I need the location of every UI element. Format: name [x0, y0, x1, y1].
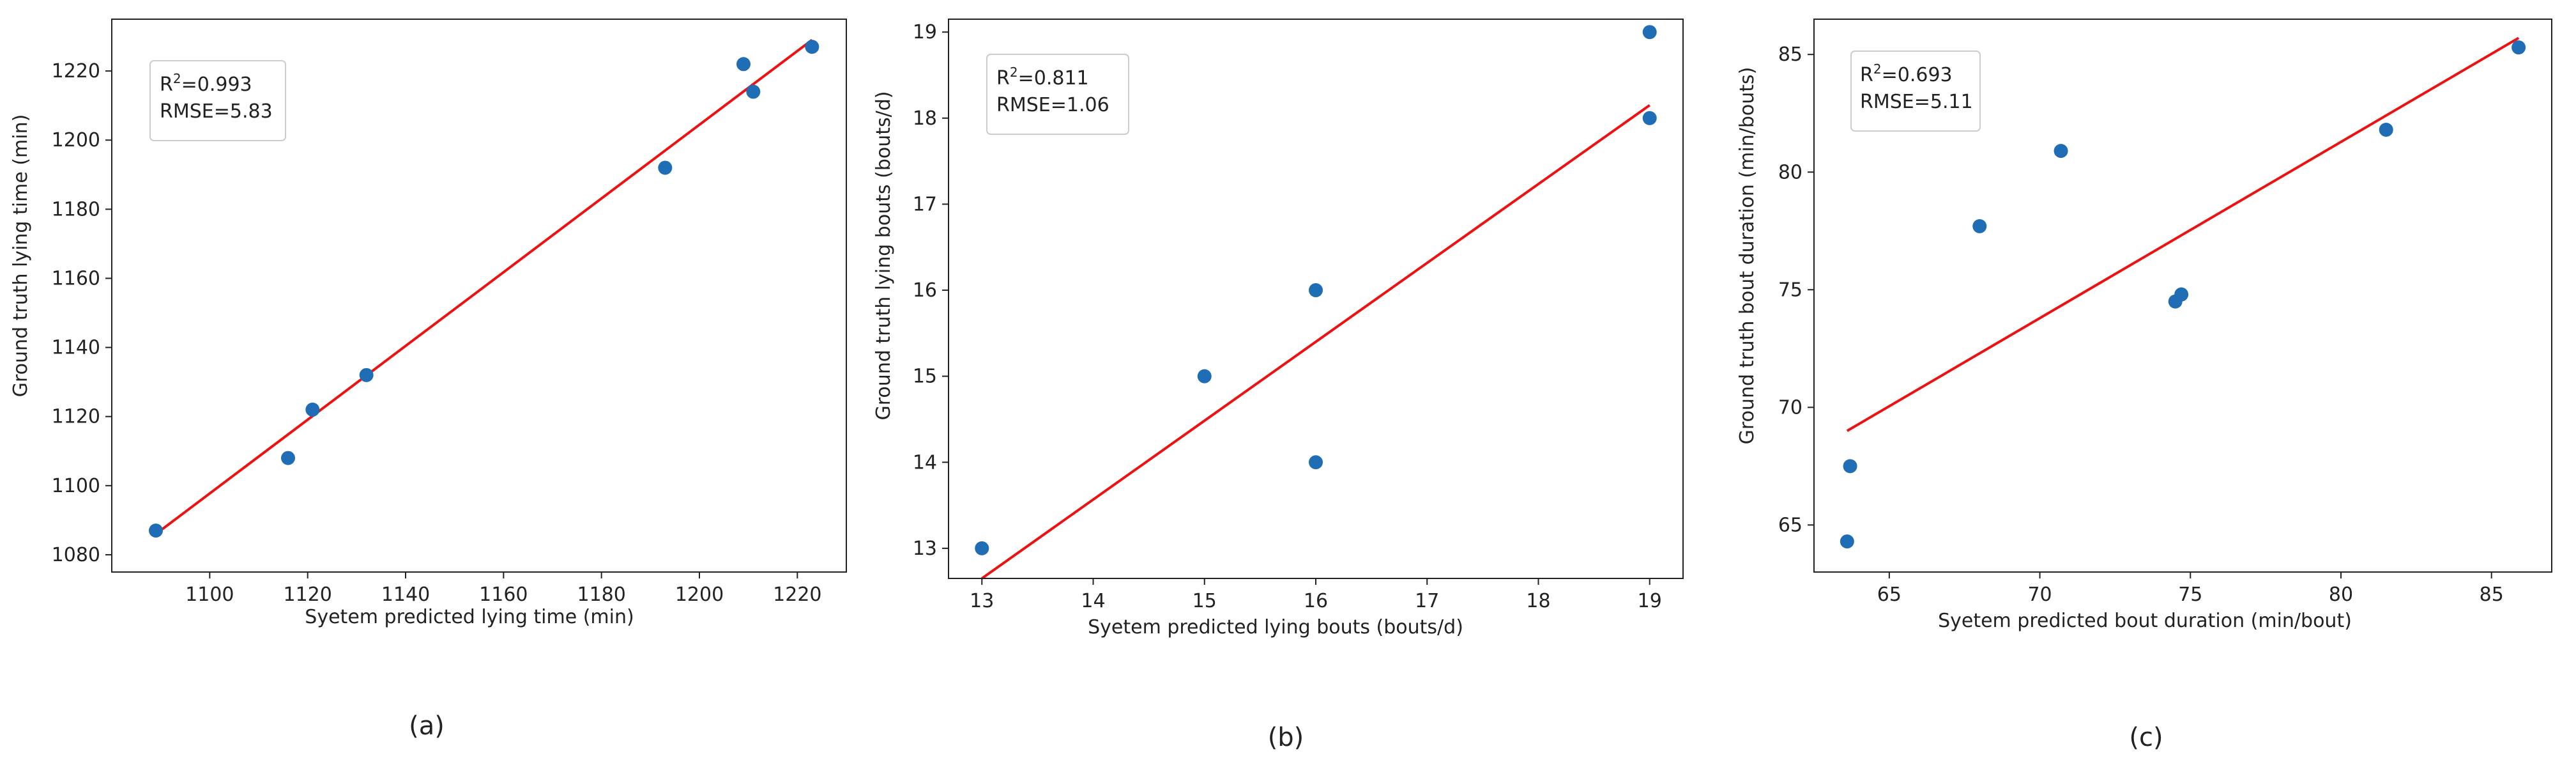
legend-frame [1850, 50, 1981, 132]
data-point [1840, 534, 1854, 549]
x-tick-label: 16 [1304, 590, 1328, 612]
y-tick-label: 85 [1778, 43, 1802, 66]
x-tick-label: 14 [1081, 590, 1105, 612]
y-tick-label: 1080 [52, 544, 100, 566]
y-tick-label: 1120 [52, 406, 100, 428]
plot-frame [948, 19, 1684, 579]
x-tick-label: 65 [1877, 584, 1902, 606]
fit-line [155, 38, 813, 536]
y-tick-label: 17 [913, 193, 937, 215]
chart-panel-b: Ground truth lying bouts (bouts/d) Syete… [873, 19, 1684, 752]
y-tick-label: 15 [913, 366, 937, 388]
data-point [805, 40, 819, 54]
data-point [2174, 287, 2189, 302]
y-tick-label: 14 [913, 451, 937, 474]
y-tick-label: 1200 [52, 129, 100, 151]
x-tick-label: 70 [2027, 584, 2052, 606]
plot-frame [1813, 19, 2552, 573]
fit-line [1846, 36, 2520, 432]
x-tick-label: 75 [2178, 584, 2202, 606]
chart-panel-c: Ground truth bout duration (min/bouts) S… [1736, 19, 2552, 752]
y-tick-label: 70 [1778, 396, 1802, 419]
data-point [1972, 219, 1987, 233]
y-tick-label: 75 [1778, 279, 1802, 301]
x-axis-label: Syetem predicted bout duration (min/bout… [1938, 610, 2352, 632]
y-tick-label: 1140 [52, 337, 100, 359]
x-tick-label: 85 [2480, 584, 2504, 606]
y-tick-label: 1220 [52, 60, 100, 82]
x-tick-label: 1220 [773, 584, 821, 606]
y-tick-label: 1160 [52, 267, 100, 290]
y-tick-label: 13 [913, 538, 937, 560]
rmse-annotation: RMSE=5.83 [160, 100, 273, 123]
x-tick-label: 13 [970, 590, 994, 612]
r2-annotation: R2=0.811 [996, 65, 1089, 89]
r2-annotation: R2=0.693 [1860, 61, 1953, 86]
legend-box: R2=0.693 RMSE=5.11 [1850, 50, 1981, 132]
legend-frame [986, 54, 1129, 135]
y-tick-label: 18 [913, 107, 937, 130]
y-axis-label: Ground truth lying bouts (bouts/d) [873, 91, 895, 420]
x-axis-label: Syetem predicted lying time (min) [305, 606, 634, 628]
data-point [736, 57, 751, 72]
x-tick-label: 18 [1526, 590, 1550, 612]
y-axis-label: Ground truth bout duration (min/bouts) [1736, 67, 1758, 445]
data-point [2379, 123, 2393, 137]
rmse-annotation: RMSE=5.11 [1860, 91, 1973, 113]
x-axis-label: Syetem predicted lying bouts (bouts/d) [1088, 616, 1463, 639]
y-tick-label: 65 [1778, 514, 1802, 536]
rmse-annotation: RMSE=1.06 [996, 94, 1109, 116]
plot-frame [111, 19, 847, 573]
data-point [1309, 455, 1323, 470]
data-point [1642, 111, 1657, 125]
y-tick-label: 16 [913, 279, 937, 302]
y-tick-label: 1100 [52, 475, 100, 497]
chart-panel-a: Ground truth lying time (min) Syetem pre… [10, 19, 847, 741]
data-point [1642, 25, 1657, 40]
x-tick-label: 1160 [479, 584, 528, 606]
x-tick-label: 80 [2329, 584, 2353, 606]
y-tick-label: 19 [913, 21, 937, 43]
panel-label: (a) [409, 711, 445, 741]
data-point [149, 523, 163, 538]
data-point [305, 402, 320, 417]
panel-label: (c) [2129, 723, 2163, 752]
data-point [281, 451, 295, 465]
r2-annotation: R2=0.993 [160, 71, 252, 96]
y-axis-label: Ground truth lying time (min) [10, 114, 32, 398]
panel-label: (b) [1268, 723, 1304, 752]
data-point [975, 541, 989, 555]
legend-box: R2=0.811 RMSE=1.06 [986, 54, 1129, 135]
y-tick-label: 1180 [52, 198, 100, 221]
x-tick-label: 1120 [283, 584, 332, 606]
fit-line [981, 104, 1650, 580]
data-point [1309, 283, 1323, 298]
x-tick-label: 1100 [185, 584, 234, 606]
data-point [746, 84, 761, 99]
x-tick-label: 1180 [577, 584, 625, 606]
legend-frame [149, 60, 286, 141]
legend-box: R2=0.993 RMSE=5.83 [149, 60, 286, 141]
data-point [658, 160, 673, 175]
data-point [359, 368, 374, 382]
x-tick-label: 1200 [675, 584, 724, 606]
x-tick-label: 1140 [381, 584, 430, 606]
data-point [2511, 40, 2526, 55]
data-point [1197, 369, 1212, 383]
x-tick-label: 19 [1638, 590, 1662, 612]
y-tick-label: 80 [1778, 161, 1802, 183]
x-tick-label: 15 [1193, 590, 1217, 612]
x-tick-label: 17 [1415, 590, 1439, 612]
data-point [2054, 144, 2068, 159]
data-point [1843, 459, 1857, 474]
